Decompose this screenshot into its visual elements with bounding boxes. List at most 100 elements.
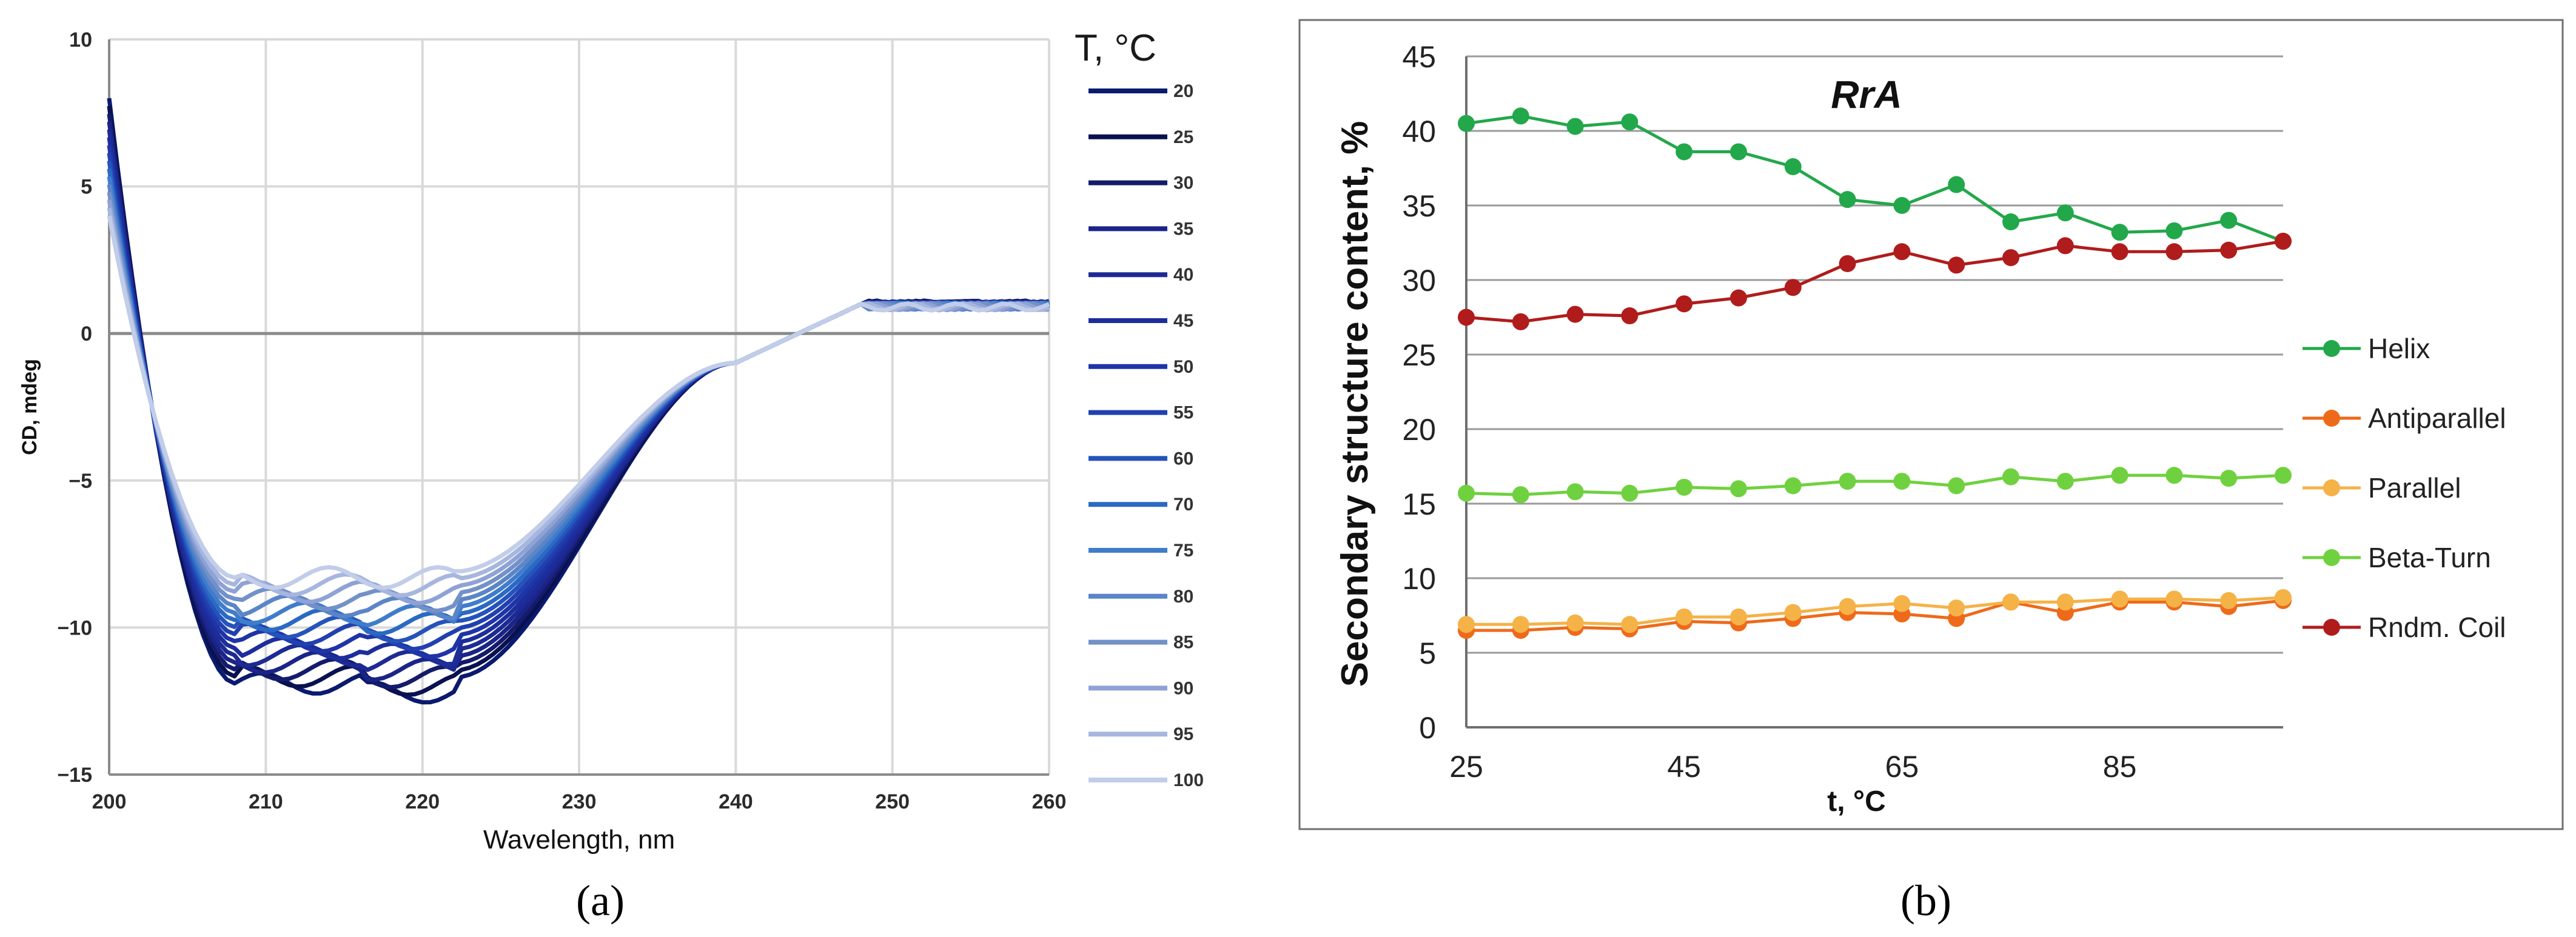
- panel-label-a: (a): [576, 876, 625, 925]
- data-point-Rndm. Coil-45: [1675, 295, 1693, 313]
- data-point-Helix-50: [1730, 143, 1747, 161]
- data-point-Beta-Turn-90: [2165, 467, 2183, 484]
- data-point-Beta-Turn-65: [1893, 473, 1911, 490]
- data-point-Beta-Turn-85: [2111, 467, 2128, 484]
- y-tick-label: 45: [1402, 40, 1436, 74]
- legend-label-55: 55: [1173, 403, 1193, 423]
- data-point-Rndm. Coil-35: [1566, 305, 1584, 323]
- data-point-Rndm. Coil-55: [1784, 279, 1802, 296]
- data-point-Helix-45: [1675, 143, 1693, 161]
- y-tick-label: 10: [69, 28, 92, 52]
- data-point-Beta-Turn-70: [1948, 477, 1965, 495]
- legend-label-75: 75: [1173, 541, 1193, 561]
- legend-label-95: 95: [1173, 724, 1193, 744]
- x-tick-label: 250: [875, 790, 910, 813]
- data-point-Rndm. Coil-65: [1893, 243, 1911, 261]
- data-point-Rndm. Coil-75: [2002, 249, 2019, 267]
- legend-label-30: 30: [1173, 173, 1193, 193]
- data-point-Rndm. Coil-60: [1839, 255, 1856, 272]
- data-point-Parallel-25: [1458, 616, 1475, 633]
- data-point-Beta-Turn-80: [2056, 473, 2074, 490]
- x-tick-label: 45: [1667, 750, 1701, 784]
- chart-title: RrA: [1831, 73, 1902, 116]
- data-point-Helix-60: [1839, 191, 1856, 208]
- y-tick-label: 10: [1402, 562, 1436, 596]
- data-point-Beta-Turn-100: [2275, 467, 2292, 484]
- data-point-Parallel-75: [2002, 593, 2019, 611]
- series-line-Antiparallel: [1466, 599, 2284, 632]
- data-point-Parallel-40: [1621, 616, 1639, 633]
- data-point-Parallel-55: [1784, 604, 1802, 621]
- legend-label-Antiparallel: Antiparallel: [2368, 402, 2506, 434]
- x-axis-title: Wavelength, nm: [483, 825, 675, 855]
- data-point-Helix-30: [1512, 107, 1529, 125]
- data-point-Beta-Turn-25: [1458, 484, 1475, 502]
- y-tick-label: −15: [57, 764, 92, 787]
- data-point-Beta-Turn-75: [2002, 468, 2019, 485]
- panel-b-secondary-structure: 0 5 10 15 20 25 30 35 40 45 25 45 65 85 t, °C Secondary…: [1298, 19, 2564, 925]
- y-tick-label: 25: [1402, 338, 1436, 372]
- data-point-Helix-65: [1893, 197, 1911, 214]
- legend-label-Helix: Helix: [2368, 333, 2430, 364]
- legend-label-70: 70: [1173, 495, 1193, 515]
- x-tick-label: 85: [2103, 750, 2137, 784]
- y-tick-label: 15: [1402, 487, 1436, 521]
- data-point-Rndm. Coil-25: [1458, 308, 1475, 326]
- x-axis-title: t, °C: [1827, 785, 1886, 818]
- x-tick-label: 200: [92, 790, 127, 813]
- legend-label-35: 35: [1173, 219, 1193, 239]
- legend-marker-Beta-Turn: [2323, 549, 2340, 566]
- legend-label-85: 85: [1173, 633, 1193, 653]
- data-point-Rndm. Coil-100: [2275, 233, 2292, 250]
- x-tick-label: 220: [405, 790, 440, 813]
- data-point-Helix-35: [1566, 118, 1584, 135]
- legend-label-Parallel: Parallel: [2368, 472, 2461, 504]
- legend-label-40: 40: [1173, 265, 1193, 285]
- spectrum-line-100: [107, 215, 1050, 590]
- legend-label-50: 50: [1173, 357, 1193, 377]
- data-point-Rndm. Coil-90: [2165, 243, 2183, 261]
- legend-label-80: 80: [1173, 587, 1193, 607]
- legend-title: T, °C: [1075, 27, 1156, 69]
- legend-marker-Antiparallel: [2323, 410, 2340, 427]
- y-tick-label: 5: [1419, 636, 1436, 670]
- data-point-Beta-Turn-50: [1730, 480, 1747, 498]
- series-line-Rndm. Coil: [1466, 239, 2284, 324]
- series-line-Helix: [1466, 114, 2284, 243]
- data-point-Beta-Turn-55: [1784, 477, 1802, 495]
- legend-marker-Parallel: [2323, 479, 2340, 496]
- data-point-Helix-55: [1784, 158, 1802, 176]
- legend-label-100: 100: [1173, 770, 1204, 790]
- data-point-Beta-Turn-30: [1512, 486, 1529, 504]
- data-point-Rndm. Coil-80: [2056, 237, 2074, 255]
- data-point-Helix-90: [2165, 222, 2183, 239]
- x-tick-label: 210: [249, 790, 283, 813]
- y-axis-title: CD, mdeg: [18, 359, 41, 455]
- series-line-Parallel: [1466, 596, 2284, 626]
- data-point-Parallel-85: [2111, 590, 2128, 608]
- y-tick-label: 35: [1402, 189, 1436, 223]
- data-point-Rndm. Coil-40: [1621, 307, 1639, 325]
- data-point-Rndm. Coil-70: [1948, 256, 1965, 274]
- panel-label-b: (b): [1900, 876, 1951, 925]
- data-point-Beta-Turn-45: [1675, 478, 1693, 496]
- data-point-Helix-40: [1621, 113, 1639, 131]
- data-point-Helix-80: [2056, 204, 2074, 222]
- legend-marker-Helix: [2323, 340, 2340, 357]
- y-tick-label: 5: [81, 176, 92, 199]
- x-tick-label: 230: [562, 790, 597, 813]
- data-point-Helix-25: [1458, 115, 1475, 132]
- legend-label-25: 25: [1173, 127, 1193, 147]
- y-tick-label: −5: [69, 470, 92, 493]
- data-point-Parallel-80: [2056, 593, 2074, 611]
- panel-a-cd-spectra: −15 −10 −5 0 5 10 200 210 220 230 240 250 260 Wavelen…: [18, 27, 1204, 925]
- data-point-Helix-85: [2111, 224, 2128, 241]
- legend-marker-Rndm. Coil: [2323, 619, 2340, 636]
- data-point-Parallel-90: [2165, 590, 2183, 608]
- y-tick-label: −10: [57, 616, 92, 639]
- chart-frame: [1298, 19, 2564, 830]
- legend-label-20: 20: [1173, 81, 1193, 101]
- data-point-Parallel-60: [1839, 598, 1856, 615]
- y-tick-label: 0: [1419, 711, 1436, 745]
